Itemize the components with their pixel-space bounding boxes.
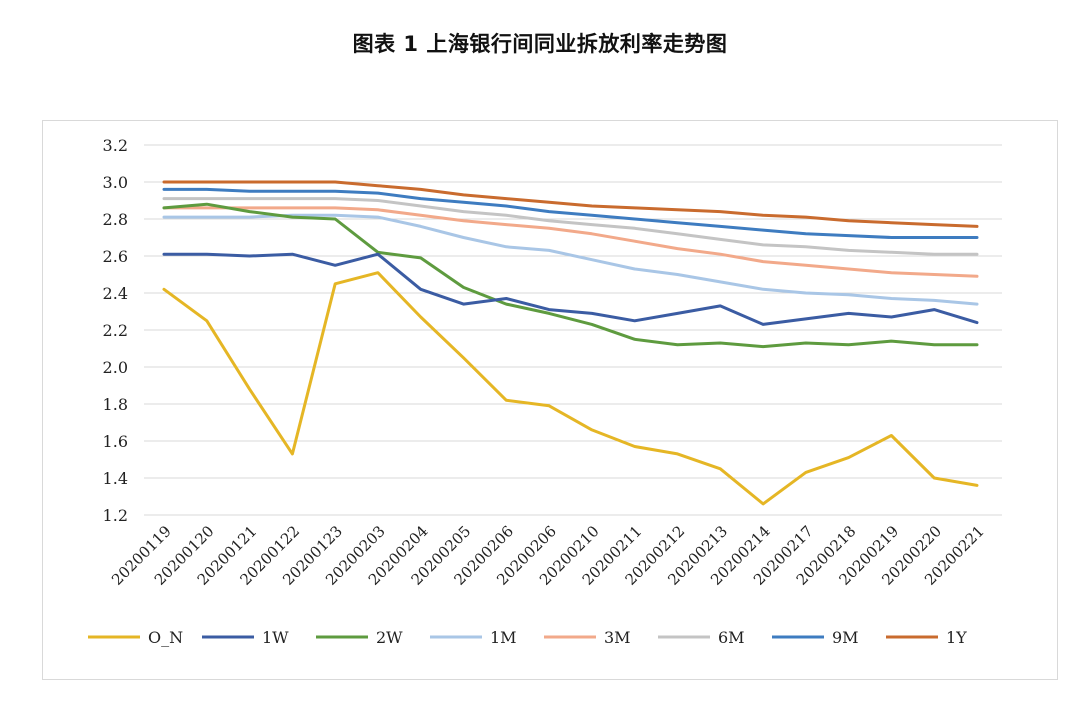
- y-tick-label: 2.8: [103, 210, 128, 229]
- chart-title: 图表 1 上海银行间同业拆放利率走势图: [352, 32, 728, 56]
- series-line-9m: [162, 187, 979, 239]
- y-tick-label: 1.2: [103, 506, 128, 525]
- series-line-1y: [162, 180, 979, 228]
- series-line-6m: [162, 197, 979, 256]
- x-axis-labels: 2020011920200120202001212020012220200123…: [108, 522, 988, 589]
- y-tick-label: 3.2: [103, 136, 128, 155]
- y-tick-label: 1.4: [103, 469, 128, 488]
- y-tick-label: 2.0: [103, 358, 128, 377]
- y-axis-labels: 3.2 3.0 2.8 2.6 2.4 2.2 2.0 1.8 1.6 1.4 1.2: [103, 136, 128, 525]
- series-line-3m: [162, 206, 979, 278]
- series-line-o_n: [162, 271, 979, 506]
- legend-label: 6M: [718, 628, 745, 647]
- legend-label: 1W: [262, 628, 289, 647]
- legend-label: 3M: [604, 628, 631, 647]
- legend-label: 2W: [376, 628, 403, 647]
- y-tick-label: 1.6: [103, 432, 128, 451]
- series-line-2w: [162, 202, 979, 349]
- y-tick-label: 3.0: [103, 173, 128, 192]
- y-tick-label: 2.4: [103, 284, 128, 303]
- legend-label: O_N: [148, 628, 183, 647]
- series-lines: [162, 180, 979, 506]
- y-tick-label: 2.2: [103, 321, 128, 340]
- series-line-1w: [162, 252, 979, 326]
- legend-label: 1M: [490, 628, 517, 647]
- legend: O_N 1W 2W 1M 3M 6M 9M 1Y: [88, 628, 967, 647]
- series-line-1m: [162, 213, 979, 306]
- y-tick-label: 2.6: [103, 247, 128, 266]
- gridlines: [144, 144, 1002, 516]
- y-tick-label: 1.8: [103, 395, 128, 414]
- chart-frame: [42, 120, 1058, 680]
- legend-label: 9M: [832, 628, 859, 647]
- legend-label: 1Y: [946, 628, 967, 647]
